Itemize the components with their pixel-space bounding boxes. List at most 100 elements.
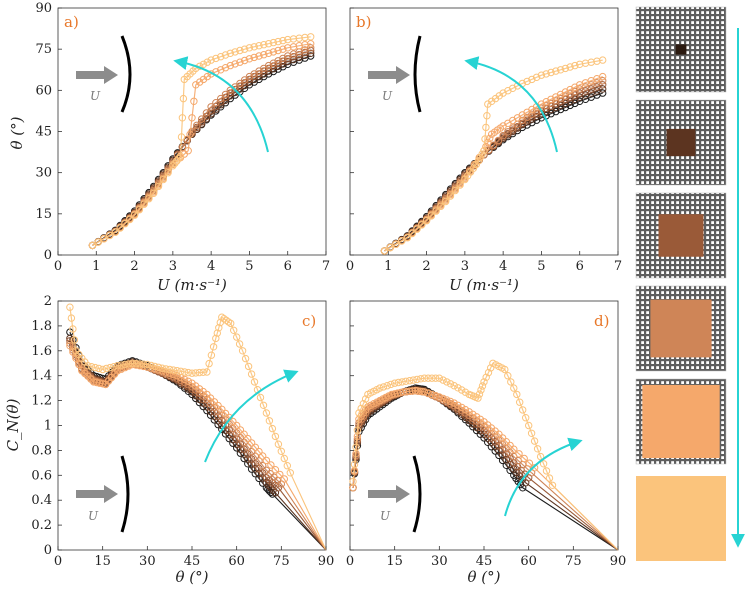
porosity-swatch [635,285,727,372]
data-point [566,101,574,110]
data-point [132,359,140,368]
data-point [179,94,188,103]
data-point [125,360,133,368]
data-point [244,450,252,458]
data-point [548,481,557,489]
data-point [480,378,488,386]
data-point [542,467,551,475]
data-point [498,434,507,442]
solid-core-square [636,476,726,561]
data-point [267,461,275,469]
panel-d-coefficient-vs-angle: 0 15 30 45 60 75 90 d) θ (°) U [346,300,626,586]
data-point [251,452,260,460]
data-point [571,95,579,104]
data-point [128,359,137,367]
data-point [510,445,518,453]
data-point [522,414,530,422]
data-point [135,206,144,214]
data-point [392,240,400,249]
solid-core-square [666,128,696,157]
data-point [386,243,394,252]
panel-a-xlabel: U (m·s⁻¹) [157,276,227,294]
data-point [502,450,510,458]
data-point [353,426,362,434]
data-point [75,360,83,369]
data-point [446,400,455,408]
xtick-label: 4 [499,259,507,274]
ytick-label: 0.6 [31,468,52,483]
data-point [461,388,470,396]
xtick-label: 90 [318,554,335,569]
data-point [491,447,499,455]
data-point [177,367,185,375]
ytick-label: 0.8 [31,443,52,458]
series-tail-line [289,472,327,551]
xtick-label: 2 [130,259,138,274]
data-point [295,42,303,50]
data-point [533,445,542,453]
series-tail-line [525,482,619,551]
data-point [178,114,187,122]
data-point [173,374,181,382]
data-point [271,466,280,474]
curved-plate-icon [413,35,422,113]
data-point [424,389,432,397]
data-point [150,189,158,198]
data-point [561,103,570,112]
data-point [379,383,388,391]
ytick-label: 0 [44,543,52,558]
panel-c-coefficient-vs-angle: 0 15 30 45 60 75 90 0 0.2 0.4 0.6 0.8 1 1.2 1.4 1.6 1.8 2… [4,294,334,586]
xtick-label: 30 [139,554,156,569]
data-point [498,456,507,465]
data-point [240,56,249,65]
data-point [403,234,412,242]
data-point [94,238,102,246]
data-point [484,434,492,442]
data-point [190,97,198,106]
data-point [245,44,254,52]
data-point [269,48,278,56]
data-point [238,347,247,355]
data-point [274,37,282,46]
data-point [116,224,124,232]
data-point [180,368,189,376]
data-point [147,361,155,370]
data-point [532,73,541,82]
data-point [398,378,406,386]
panel-c-flow-icon: U [76,455,130,533]
curved-plate-icon [120,35,132,113]
data-point [186,130,194,138]
data-point [581,59,590,67]
porosity-swatch [635,99,727,186]
data-point [498,451,507,459]
data-point [525,459,534,467]
data-point [446,380,455,388]
data-point [387,380,395,389]
panel-c-ylabel: C_N(θ) [4,398,22,451]
data-point [307,40,315,48]
data-point [451,186,459,195]
data-point [502,456,510,464]
data-point [442,197,450,206]
data-point [251,443,260,451]
series-tail-line [277,487,327,551]
data-point [88,241,97,250]
data-point [210,408,219,416]
data-point [506,466,514,474]
data-point [164,169,172,177]
data-point [274,46,282,55]
data-point [516,398,524,406]
xtick-label: 1 [92,259,100,274]
flow-arrow-icon [76,66,118,84]
curved-plate-icon [412,455,422,533]
xtick-label: 30 [431,554,448,569]
data-point [350,460,359,469]
data-point [509,124,517,132]
porosity-swatch [635,6,727,93]
data-point [495,430,503,438]
data-point [264,49,273,57]
xtick-label: 60 [228,554,245,569]
data-point [418,221,426,229]
xtick-label: 75 [565,554,582,569]
data-point [221,421,230,429]
